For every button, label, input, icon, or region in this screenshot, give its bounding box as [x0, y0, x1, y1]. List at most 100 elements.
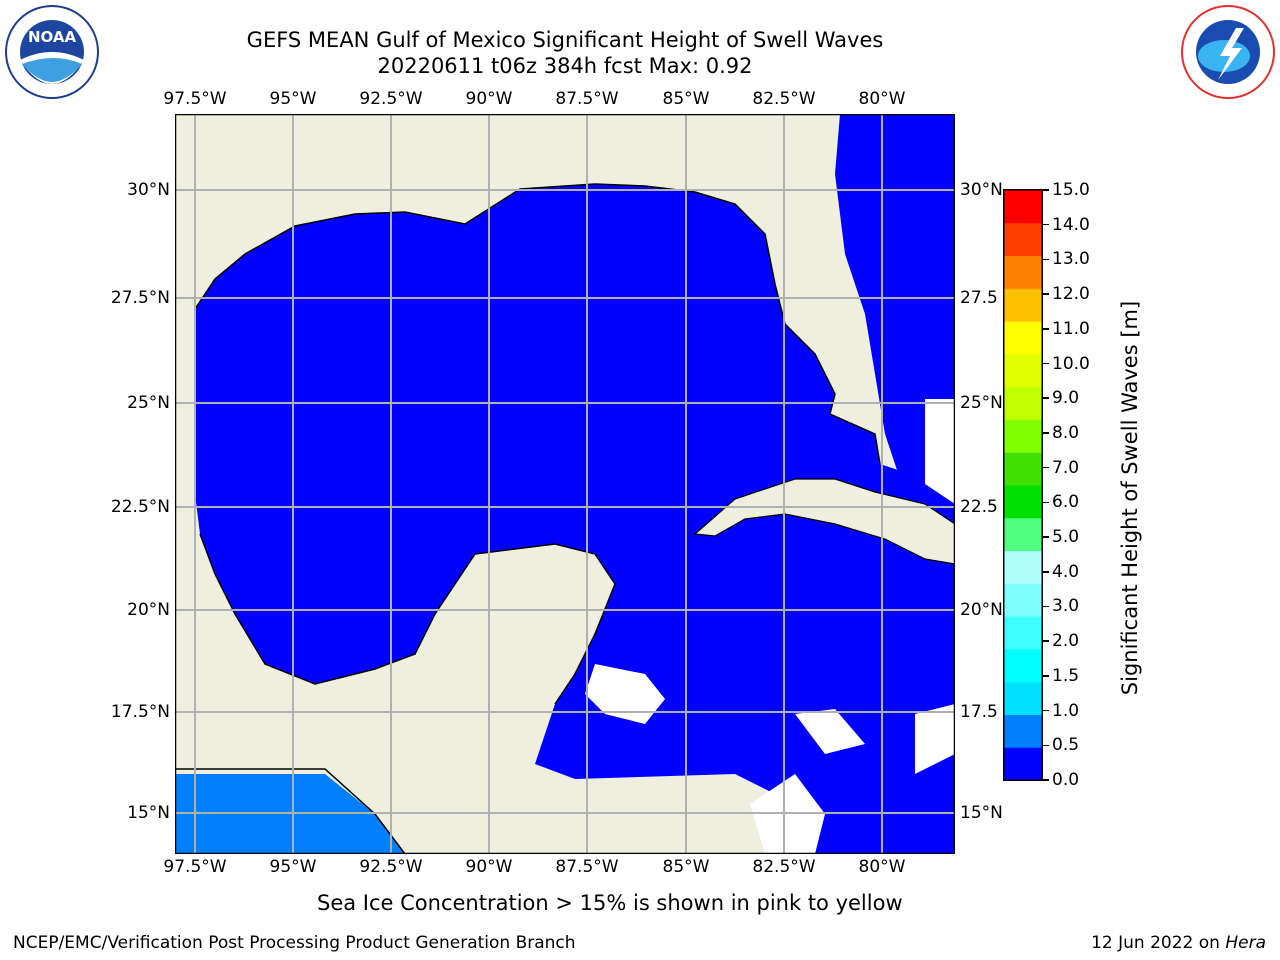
colorbar-tick-mark — [1043, 640, 1049, 642]
lon-tick-top: 95°W — [269, 89, 317, 109]
colorbar-tick-mark — [1043, 675, 1049, 677]
lat-tick-left: 25°N — [127, 393, 170, 413]
colorbar-tick-label: 5.0 — [1052, 527, 1080, 548]
colorbar-segment — [1004, 648, 1042, 683]
lon-tick-top: 80°W — [858, 89, 906, 109]
lon-tick-bottom: 92.5°W — [359, 857, 423, 877]
colorbar-segment — [1004, 288, 1042, 322]
nws-logo — [1181, 5, 1275, 99]
lon-tick-top: 97.5°W — [163, 89, 227, 109]
colorbar-segment — [1004, 616, 1042, 650]
colorbar-segment — [1004, 485, 1042, 519]
colorbar-tick-mark — [1043, 432, 1049, 434]
colorbar-tick-label: 0.5 — [1052, 735, 1080, 756]
colorbar-tick-mark — [1043, 605, 1049, 608]
lon-tick-bottom: 95°W — [269, 857, 317, 877]
lon-tick-bottom: 97.5°W — [163, 857, 227, 877]
colorbar-tick-mark — [1043, 189, 1049, 191]
noaa-logo-text: NOAA — [28, 28, 77, 46]
colorbar-tick-mark — [1043, 397, 1049, 399]
graticule — [175, 114, 955, 854]
sea-ice-footnote: Sea Ice Concentration > 15% is shown in … — [317, 891, 903, 915]
colorbar-tick-mark — [1043, 536, 1049, 538]
colorbar-segment — [1004, 321, 1042, 355]
gulf-ocean — [195, 184, 955, 854]
colorbar-tick-label: 6.0 — [1052, 492, 1080, 513]
lon-tick-top: 90°W — [465, 89, 513, 109]
colorbar-tick-label: 12.0 — [1052, 284, 1090, 305]
lat-tick-left: 30°N — [127, 180, 170, 200]
colorbar-segment — [1004, 386, 1042, 420]
lon-tick-top: 85°W — [662, 89, 710, 109]
colorbar-tick-label: 3.0 — [1052, 596, 1080, 617]
lon-tick-top: 92.5°W — [359, 89, 423, 109]
lat-tick-right: 15°N — [960, 803, 1003, 823]
lon-tick-bottom: 80°W — [858, 857, 906, 877]
colorbar-tick-mark — [1043, 571, 1049, 573]
lat-tick-right: 17.5 — [960, 702, 998, 722]
lat-tick-right: 30°N — [960, 180, 1003, 200]
colorbar-tick-mark — [1043, 709, 1049, 712]
colorbar-tick-mark — [1043, 779, 1049, 781]
lat-tick-left: 15°N — [127, 803, 170, 823]
colorbar-tick-mark — [1043, 328, 1049, 330]
lon-tick-bottom: 87.5°W — [555, 857, 619, 877]
credit-host: Hera — [1225, 933, 1266, 953]
colorbar-segment — [1004, 583, 1042, 617]
colorbar-tick-label: 2.0 — [1052, 631, 1080, 652]
nodata-patch-4 — [915, 704, 955, 774]
lon-tick-bottom: 85°W — [662, 857, 710, 877]
colorbar-tick-label: 4.0 — [1052, 561, 1080, 582]
lat-tick-right: 25°N — [960, 393, 1003, 413]
colorbar-tick-label: 13.0 — [1052, 249, 1090, 270]
lon-tick-bottom: 90°W — [465, 857, 513, 877]
colorbar-tick-mark — [1043, 466, 1049, 469]
nodata-patch-2 — [795, 709, 865, 754]
colorbar-tick-label: 11.0 — [1052, 318, 1090, 339]
colorbar-tick-label: 9.0 — [1052, 388, 1080, 409]
colorbar-tick-mark — [1043, 744, 1049, 747]
colorbar-tick-mark — [1043, 223, 1049, 226]
colorbar-tick-label: 14.0 — [1052, 214, 1090, 235]
colorbar-segment — [1004, 550, 1042, 584]
nodata-patch-5 — [925, 399, 955, 504]
lat-tick-left: 17.5°N — [110, 702, 170, 722]
chart-subtitle: 20220611 t06z 384h fcst Max: 0.92 — [377, 54, 753, 78]
coastline — [175, 183, 881, 854]
colorbar-tick-label: 1.5 — [1052, 665, 1080, 686]
colorbar-tick-mark — [1043, 258, 1049, 261]
lat-tick-left: 22.5°N — [110, 497, 170, 517]
lat-tick-left: 20°N — [127, 600, 170, 620]
colorbar-segment — [1004, 222, 1042, 257]
colorbar-segment — [1004, 419, 1042, 453]
credit-date-text: 12 Jun 2022 on — [1091, 933, 1226, 953]
lon-tick-top: 87.5°W — [555, 89, 619, 109]
colorbar-tick-mark — [1043, 501, 1049, 504]
lat-tick-left: 27.5°N — [110, 288, 170, 308]
colorbar-segment — [1004, 714, 1042, 748]
colorbar-segment — [1004, 353, 1042, 388]
colorbar-segment — [1004, 452, 1042, 486]
colorbar-segment — [1004, 517, 1042, 552]
colorbar-tick-label: 15.0 — [1052, 180, 1090, 200]
colorbar-segment — [1004, 681, 1042, 715]
map-panel — [175, 114, 955, 854]
colorbar-label: Significant Height of Swell Waves [m] — [1118, 300, 1142, 696]
credit-branch: NCEP/EMC/Verification Post Processing Pr… — [13, 933, 576, 953]
colorbar-tick-mark — [1043, 293, 1049, 295]
colorbar — [1003, 189, 1043, 781]
colorbar-segment — [1004, 747, 1042, 781]
lat-tick-right: 20°N — [960, 600, 1003, 620]
colorbar-segment — [1004, 190, 1042, 224]
colorbar-tick-label: 1.0 — [1052, 700, 1080, 721]
colorbar-tick-label: 8.0 — [1052, 422, 1080, 443]
noaa-logo: NOAA — [5, 5, 99, 99]
colorbar-tick-label: 10.0 — [1052, 353, 1090, 374]
cuba — [693, 478, 955, 565]
lon-tick-bottom: 82.5°W — [752, 857, 816, 877]
colorbar-tick-label: 0.0 — [1052, 770, 1080, 790]
colorbar-tick-mark — [1043, 362, 1049, 365]
lon-tick-top: 82.5°W — [752, 89, 816, 109]
credit-date: 12 Jun 2022 on Hera — [1091, 933, 1266, 953]
lat-tick-right: 22.5 — [960, 497, 998, 517]
